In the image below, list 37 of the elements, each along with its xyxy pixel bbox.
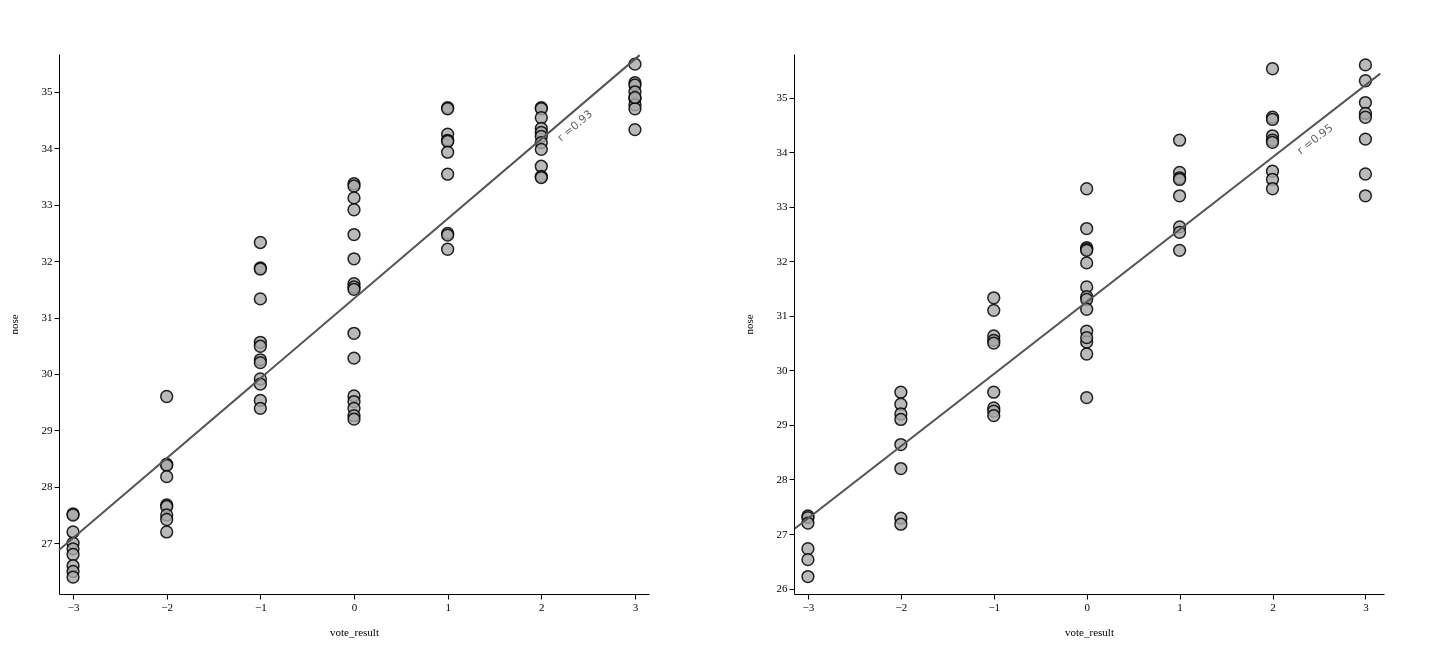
x-axis-title: vote_result <box>330 625 379 638</box>
y-tick-label: 27 <box>776 527 788 540</box>
y-axis-title: nose <box>742 314 755 335</box>
x-tick-label: 3 <box>1363 600 1370 613</box>
x-tick-label: −2 <box>161 600 174 613</box>
y-tick-label: 29 <box>776 418 788 431</box>
x-tick-label: 1 <box>445 600 451 613</box>
y-tick-label: 32 <box>41 254 53 267</box>
x-tick-label: 3 <box>632 600 639 613</box>
y-tick-label: 34 <box>776 145 788 158</box>
y-tick-label: 31 <box>41 311 53 324</box>
x-tick-label: −3 <box>802 600 815 613</box>
y-tick-label: 30 <box>41 367 53 380</box>
y-tick-label: 26 <box>776 582 788 595</box>
x-tick-label: 0 <box>351 600 358 613</box>
y-tick-label: 30 <box>776 363 788 376</box>
y-tick-label: 29 <box>41 423 53 436</box>
x-tick-label: −1 <box>988 600 1001 613</box>
y-axis-title: nose <box>7 314 20 335</box>
y-tick-label: 35 <box>41 85 53 98</box>
x-tick-label: 1 <box>1177 600 1183 613</box>
y-tick-label: 28 <box>41 480 53 493</box>
x-tick-label: 0 <box>1084 600 1091 613</box>
x-axis-title: vote_result <box>1065 625 1114 638</box>
y-tick-label: 34 <box>41 141 53 154</box>
x-tick-label: 2 <box>1270 600 1276 613</box>
y-tick-label: 31 <box>776 309 788 322</box>
y-tick-label: 32 <box>776 254 788 267</box>
x-tick-label: 2 <box>539 600 545 613</box>
y-tick-label: 27 <box>41 536 53 549</box>
y-tick-label: 28 <box>776 472 788 485</box>
x-tick-label: −1 <box>254 600 267 613</box>
x-tick-label: −2 <box>895 600 908 613</box>
y-tick-label: 33 <box>41 198 53 211</box>
y-tick-label: 35 <box>776 91 788 104</box>
x-tick-label: −3 <box>67 600 80 613</box>
y-tick-label: 33 <box>776 200 788 213</box>
